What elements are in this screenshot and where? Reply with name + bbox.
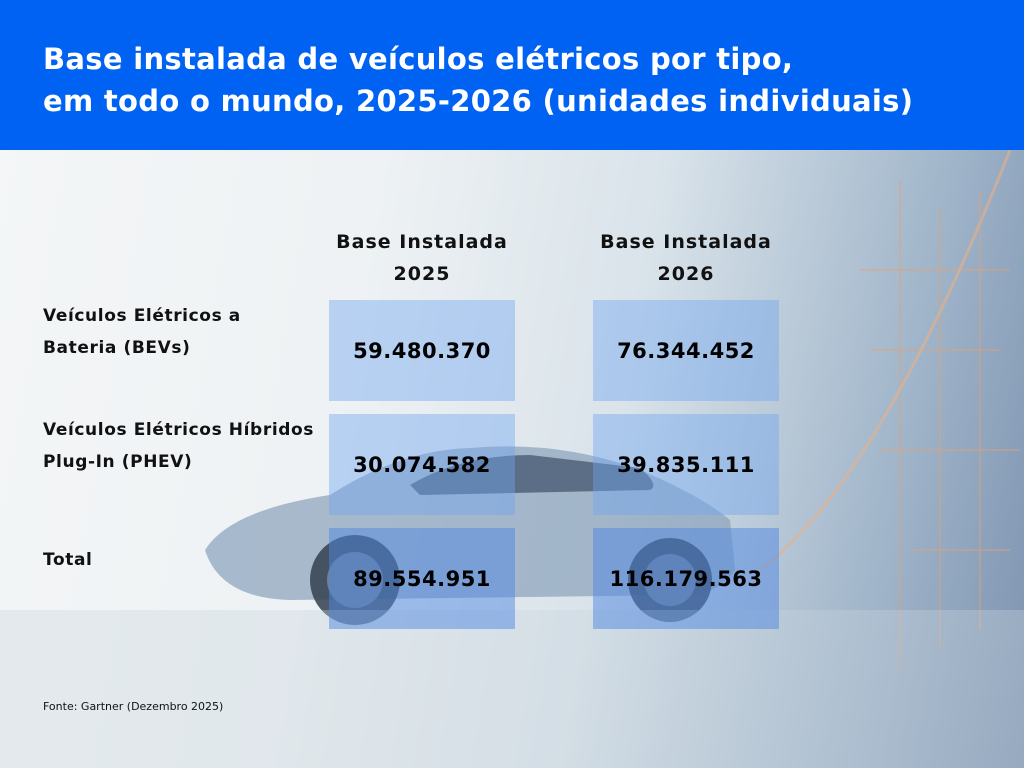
column-header-year: 2025 xyxy=(393,263,451,285)
row-label-bev: Veículos Elétricos a Bateria (BEVs) xyxy=(43,300,241,364)
cell-phev-2026: 39.835.111 xyxy=(593,414,779,515)
cell-total-2026: 116.179.563 xyxy=(593,528,779,629)
cell-bev-2025: 59.480.370 xyxy=(329,300,515,401)
title-line-1: Base instalada de veículos elétricos por… xyxy=(43,42,794,76)
title-line-2: em todo o mundo, 2025-2026 (unidades ind… xyxy=(43,84,914,118)
cell-bev-2026: 76.344.452 xyxy=(593,300,779,401)
row-label-line: Veículos Elétricos a xyxy=(43,306,241,326)
column-header-line: Base Instalada xyxy=(336,231,508,253)
source-note: Fonte: Gartner (Dezembro 2025) xyxy=(43,700,224,713)
page-title: Base instalada de veículos elétricos por… xyxy=(43,38,913,122)
circuit-lines xyxy=(759,150,1020,670)
cell-phev-2025: 30.074.582 xyxy=(329,414,515,515)
row-label-line: Bateria (BEVs) xyxy=(43,338,191,358)
column-header-year: 2026 xyxy=(657,263,715,285)
row-label-line: Total xyxy=(43,550,93,570)
row-label-total: Total xyxy=(43,544,92,576)
row-label-line: Veículos Elétricos Híbridos xyxy=(43,420,315,440)
cell-total-2025: 89.554.951 xyxy=(329,528,515,629)
column-header-line: Base Instalada xyxy=(600,231,772,253)
header-banner: Base instalada de veículos elétricos por… xyxy=(0,0,1024,150)
row-label-phev: Veículos Elétricos Híbridos Plug-In (PHE… xyxy=(43,414,314,478)
column-header-2026: Base Instalada 2026 xyxy=(593,226,779,290)
row-label-line: Plug-In (PHEV) xyxy=(43,452,193,472)
column-header-2025: Base Instalada 2025 xyxy=(329,226,515,290)
